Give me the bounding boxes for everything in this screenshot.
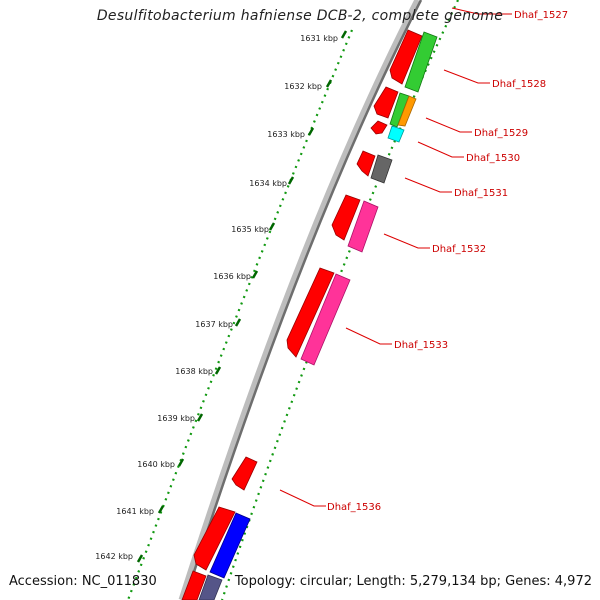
gene-arrow: [373, 86, 399, 119]
gene-label: Dhaf_1527: [514, 10, 568, 21]
tick-label: 1637 kbp: [195, 320, 233, 329]
tick-label: 1636 kbp: [213, 272, 251, 281]
label-leader-line: [345, 327, 392, 345]
gene-block-gray: [370, 154, 393, 184]
tick-mark: [251, 270, 259, 279]
accession-label: Accession: NC_011830: [9, 574, 157, 589]
gene-block-green: [389, 92, 410, 128]
gene-label: Dhaf_1533: [394, 340, 448, 351]
tick-mark: [234, 318, 242, 327]
tick-label: 1633 kbp: [267, 130, 305, 139]
page-title: Desulfitobacterium hafniense DCB-2, comp…: [96, 8, 504, 24]
label-leader-line: [425, 117, 472, 133]
tick-label: 1641 kbp: [116, 507, 154, 516]
gene-arrow: [331, 194, 361, 241]
tick-label: 1635 kbp: [231, 225, 269, 234]
gene-block-blue: [209, 512, 251, 579]
gene-arrow: [286, 267, 335, 358]
tick-label: 1639 kbp: [157, 414, 195, 423]
gene-label: Dhaf_1536: [327, 502, 381, 513]
tick-label: 1632 kbp: [284, 82, 322, 91]
gene-label: Dhaf_1530: [466, 153, 520, 164]
gene-block-pink: [300, 273, 351, 366]
tick-mark: [214, 366, 222, 375]
gene-block-pink: [347, 200, 379, 253]
tick-label: 1638 kbp: [175, 367, 213, 376]
tick-label: 1642 kbp: [95, 552, 133, 561]
gene-label: Dhaf_1529: [474, 128, 528, 139]
label-leader-line: [404, 177, 452, 193]
topology-summary: Topology: circular; Length: 5,279,134 bp…: [234, 574, 592, 589]
gene-block-orange: [397, 95, 417, 127]
gene-label: Dhaf_1528: [492, 79, 546, 90]
gene-arrow: [181, 570, 207, 600]
gene-block-slate: [198, 574, 223, 600]
gene-block-green: [404, 31, 438, 93]
tick-mark: [196, 413, 204, 422]
gene-arrow: [231, 456, 258, 491]
label-leader-line: [417, 141, 464, 158]
backbone-ring: [178, 0, 422, 600]
tick-mark: [287, 176, 295, 185]
gene-block-cyan: [387, 125, 405, 143]
tick-marks: [136, 30, 348, 563]
label-leader-line: [443, 69, 490, 84]
gene-arrow: [370, 120, 388, 135]
gene-label: Dhaf_1531: [454, 188, 508, 199]
tick-mark: [340, 30, 348, 39]
tick-mark: [177, 458, 185, 467]
gene-label: Dhaf_1532: [432, 244, 486, 255]
tick-mark: [325, 79, 333, 88]
gene-arrow: [193, 506, 236, 571]
backbone-ring-shadow: [183, 0, 423, 600]
gene-arrow: [389, 29, 423, 85]
tick-mark: [268, 222, 276, 231]
gene-arrow: [356, 150, 376, 177]
tick-mark: [307, 127, 315, 136]
tick-mark: [136, 554, 144, 563]
label-leader-line: [451, 7, 512, 15]
tick-mark: [157, 505, 165, 514]
tick-label: 1640 kbp: [137, 460, 175, 469]
tick-label: 1631 kbp: [300, 34, 338, 43]
label-leader-line: [383, 233, 430, 249]
label-leader-line: [279, 489, 326, 507]
tick-label: 1634 kbp: [249, 179, 287, 188]
